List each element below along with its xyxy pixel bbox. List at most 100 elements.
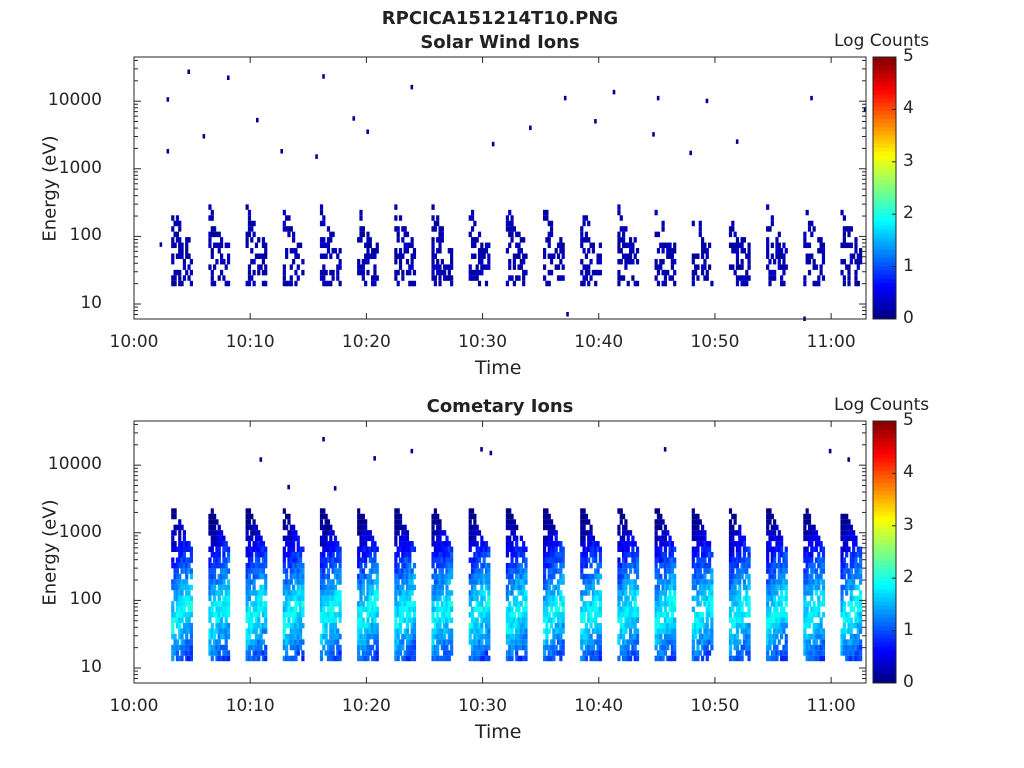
spectrogram-cell xyxy=(654,562,658,569)
spectrogram-cell xyxy=(510,226,514,232)
spectrogram-cell xyxy=(549,644,554,651)
spectrogram-cell xyxy=(589,541,593,547)
spectrogram-cell xyxy=(215,617,219,623)
spectrogram-cell xyxy=(510,606,514,613)
spectrogram-cell xyxy=(691,280,695,287)
spectrogram-cell xyxy=(480,644,484,651)
spectrogram-cell xyxy=(661,650,665,656)
spectrogram-cell xyxy=(508,541,512,547)
spectrogram-cell xyxy=(782,258,786,265)
spectrogram-cell xyxy=(405,242,410,249)
spectrogram-cell xyxy=(512,524,516,531)
panel-1-sparse-point-6 xyxy=(202,134,206,139)
spectrogram-cell xyxy=(770,535,774,542)
spectrogram-cell xyxy=(487,644,491,651)
spectrogram-cell xyxy=(561,552,565,558)
spectrogram-cell xyxy=(364,573,368,580)
spectrogram-cell xyxy=(171,644,175,651)
spectrogram-cell xyxy=(673,633,677,640)
spectrogram-cell xyxy=(473,573,477,580)
spectrogram-cell xyxy=(338,606,342,613)
spectrogram-cell xyxy=(322,541,326,547)
spectrogram-cell xyxy=(329,590,333,596)
spectrogram-cell xyxy=(285,650,289,656)
spectrogram-cell xyxy=(482,655,486,662)
spectrogram-cell xyxy=(331,275,335,281)
spectrogram-cell xyxy=(654,606,658,613)
spectrogram-cell xyxy=(359,231,363,238)
spectrogram-cell xyxy=(450,248,454,254)
spectrogram-cell xyxy=(770,562,774,569)
spectrogram-cell xyxy=(705,644,709,651)
spectrogram-cell xyxy=(301,639,305,645)
spectrogram-cell xyxy=(508,226,512,232)
spectrogram-cell xyxy=(622,622,626,629)
spectrogram-cell xyxy=(842,275,846,281)
spectrogram-cell xyxy=(294,622,298,629)
spectrogram-cell xyxy=(522,628,526,634)
spectrogram-cell xyxy=(775,579,779,585)
spectrogram-cell xyxy=(171,513,175,520)
spectrogram-cell xyxy=(515,568,519,574)
spectrogram-cell xyxy=(331,579,335,585)
colorbar-segment xyxy=(873,204,896,209)
spectrogram-cell xyxy=(298,242,303,249)
spectrogram-cell xyxy=(403,601,407,607)
spectrogram-cell xyxy=(768,513,772,520)
spectrogram-cell xyxy=(438,606,442,613)
spectrogram-cell xyxy=(635,584,640,591)
spectrogram-cell xyxy=(322,546,326,552)
spectrogram-cell xyxy=(436,546,440,552)
spectrogram-cell xyxy=(663,557,668,563)
spectrogram-cell xyxy=(810,557,814,563)
spectrogram-cell xyxy=(768,595,772,602)
colorbar-segment xyxy=(873,196,896,201)
spectrogram-cell xyxy=(331,530,335,536)
spectrogram-cell xyxy=(338,546,342,552)
spectrogram-cell xyxy=(226,579,231,585)
spectrogram-cell xyxy=(631,557,635,563)
spectrogram-cell xyxy=(733,530,737,536)
spectrogram-cell xyxy=(819,639,823,645)
spectrogram-cell xyxy=(178,253,182,259)
spectrogram-cell xyxy=(817,612,821,618)
spectrogram-cell xyxy=(482,552,486,558)
spectrogram-cell xyxy=(468,269,472,276)
spectrogram-cell xyxy=(694,552,698,558)
spectrogram-cell xyxy=(319,552,324,558)
colorbar-segment xyxy=(873,159,896,164)
spectrogram-cell xyxy=(522,258,526,265)
spectrogram-cell xyxy=(628,541,633,547)
spectrogram-cell xyxy=(782,242,786,249)
colorbar-segment xyxy=(873,642,896,647)
spectrogram-cell xyxy=(294,573,298,580)
spectrogram-cell xyxy=(510,644,514,651)
spectrogram-cell xyxy=(812,655,816,662)
spectrogram-cell xyxy=(292,546,296,552)
spectrogram-cell xyxy=(766,650,770,656)
spectrogram-cell xyxy=(847,269,851,276)
spectrogram-cell xyxy=(224,622,228,629)
spectrogram-cell xyxy=(224,584,228,591)
spectrogram-cell xyxy=(780,253,784,259)
spectrogram-cell xyxy=(357,601,361,607)
spectrogram-cell xyxy=(319,601,324,607)
spectrogram-cell xyxy=(477,546,482,552)
spectrogram-cell xyxy=(217,231,221,238)
colorbar-segment xyxy=(873,445,896,451)
spectrogram-cell xyxy=(208,633,212,640)
spectrogram-cell xyxy=(814,280,819,287)
spectrogram-cell xyxy=(254,612,259,618)
spectrogram-cell xyxy=(840,535,844,542)
spectrogram-cell xyxy=(694,253,698,259)
spectrogram-cell xyxy=(559,579,563,585)
spectrogram-cell xyxy=(701,573,705,580)
spectrogram-cell xyxy=(580,628,584,634)
spectrogram-cell xyxy=(656,519,661,525)
spectrogram-cell xyxy=(359,639,363,645)
spectrogram-cell xyxy=(617,562,621,569)
panel-2-sweep-17 xyxy=(766,508,788,662)
spectrogram-cell xyxy=(735,655,740,662)
spectrogram-cell xyxy=(336,579,340,585)
spectrogram-cell xyxy=(396,269,400,276)
